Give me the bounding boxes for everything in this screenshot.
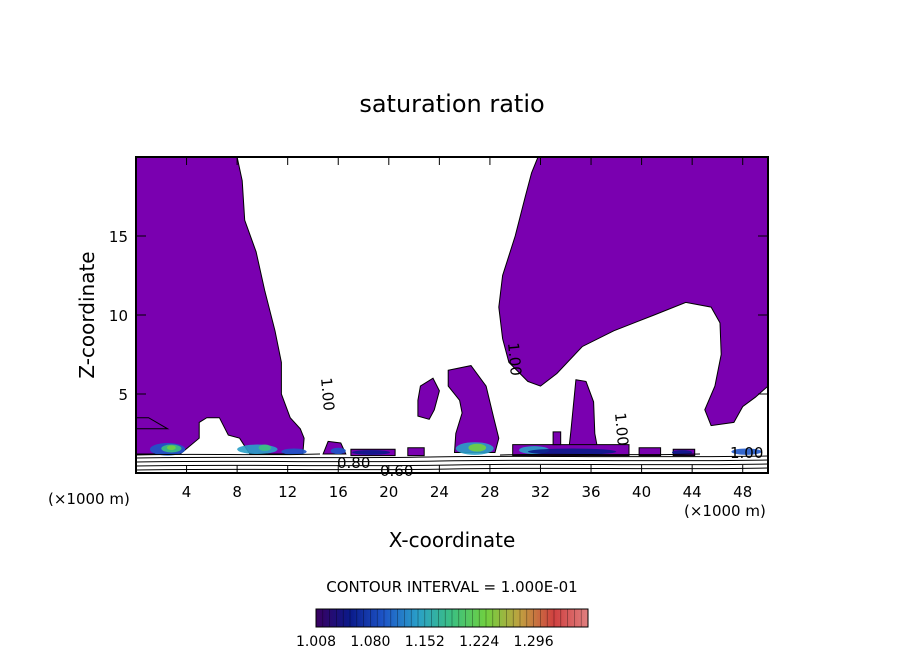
x-tick-label: 8 <box>232 483 242 501</box>
supersaturation-spot <box>281 448 307 455</box>
x-tick-label: 12 <box>278 483 297 501</box>
contour-label: 0.80 <box>337 454 370 472</box>
saturated-region <box>136 157 305 455</box>
saturation-fill-layer <box>136 157 768 457</box>
saturated-region <box>638 447 662 457</box>
surface-contour-lines <box>135 453 769 471</box>
contour-label: 1.00 <box>730 444 763 462</box>
y-tick-label: 5 <box>118 386 128 404</box>
contour-label: 1.00 <box>504 342 525 377</box>
supersaturation-spot <box>731 448 762 455</box>
contour-label: 1.00 <box>611 412 632 447</box>
y-tick-group: 5 10 15 <box>109 228 768 404</box>
saturated-region <box>407 447 425 457</box>
colorbar-tick-label: 1.224 <box>459 634 499 650</box>
supersaturation-spot <box>352 450 391 455</box>
saturated-region <box>417 377 440 420</box>
colorbar-labels: 1.008 1.080 1.152 1.224 1.296 <box>296 634 554 650</box>
supersaturation-spot <box>166 445 176 451</box>
supersaturation-detail-layer <box>149 442 762 456</box>
x-tick-group: 4 8 12 16 20 24 28 32 36 40 44 48 <box>182 157 752 501</box>
saturated-region <box>498 157 768 427</box>
x-axis-label: X-coordinate <box>389 528 516 552</box>
supersaturation-spot <box>671 450 693 455</box>
colorbar-tick-label: 1.080 <box>350 634 390 650</box>
y-axis-label: Z-coordinate <box>75 251 99 378</box>
saturated-region <box>552 431 562 446</box>
supersaturation-spot <box>527 448 617 455</box>
saturated-region <box>447 365 500 453</box>
chart-title: saturation ratio <box>359 90 544 118</box>
supersaturation-spot <box>330 447 346 455</box>
x-tick-label: 16 <box>329 483 348 501</box>
supersaturation-spot <box>237 444 278 455</box>
contour-interval-text: CONTOUR INTERVAL = 1.000E-01 <box>326 578 577 596</box>
colorbar-tick-label: 1.152 <box>405 634 445 650</box>
x-tick-label: 4 <box>182 483 192 501</box>
supersaturation-spot <box>468 443 487 452</box>
x-tick-label: 20 <box>379 483 398 501</box>
x-tick-label: 48 <box>733 483 752 501</box>
saturated-region <box>567 379 600 455</box>
x-tick-label: 36 <box>581 483 600 501</box>
x-tick-label: 28 <box>480 483 499 501</box>
contour-label: 1.00 <box>317 377 338 412</box>
y-tick-label: 15 <box>109 228 128 246</box>
colorbar-tick-label: 1.008 <box>296 634 336 650</box>
contour-label: 0.60 <box>380 462 413 480</box>
colorbar-tick-label: 1.296 <box>514 634 554 650</box>
colorbar-stripes <box>322 609 582 627</box>
x-tick-label: 24 <box>430 483 449 501</box>
y-tick-label: 10 <box>109 307 128 325</box>
x-unit-right: (×1000 m) <box>684 502 766 520</box>
x-tick-label: 40 <box>632 483 651 501</box>
x-tick-label: 44 <box>683 483 702 501</box>
supersaturation-spot <box>258 444 272 451</box>
x-unit-left: (×1000 m) <box>48 490 130 508</box>
x-tick-label: 32 <box>531 483 550 501</box>
